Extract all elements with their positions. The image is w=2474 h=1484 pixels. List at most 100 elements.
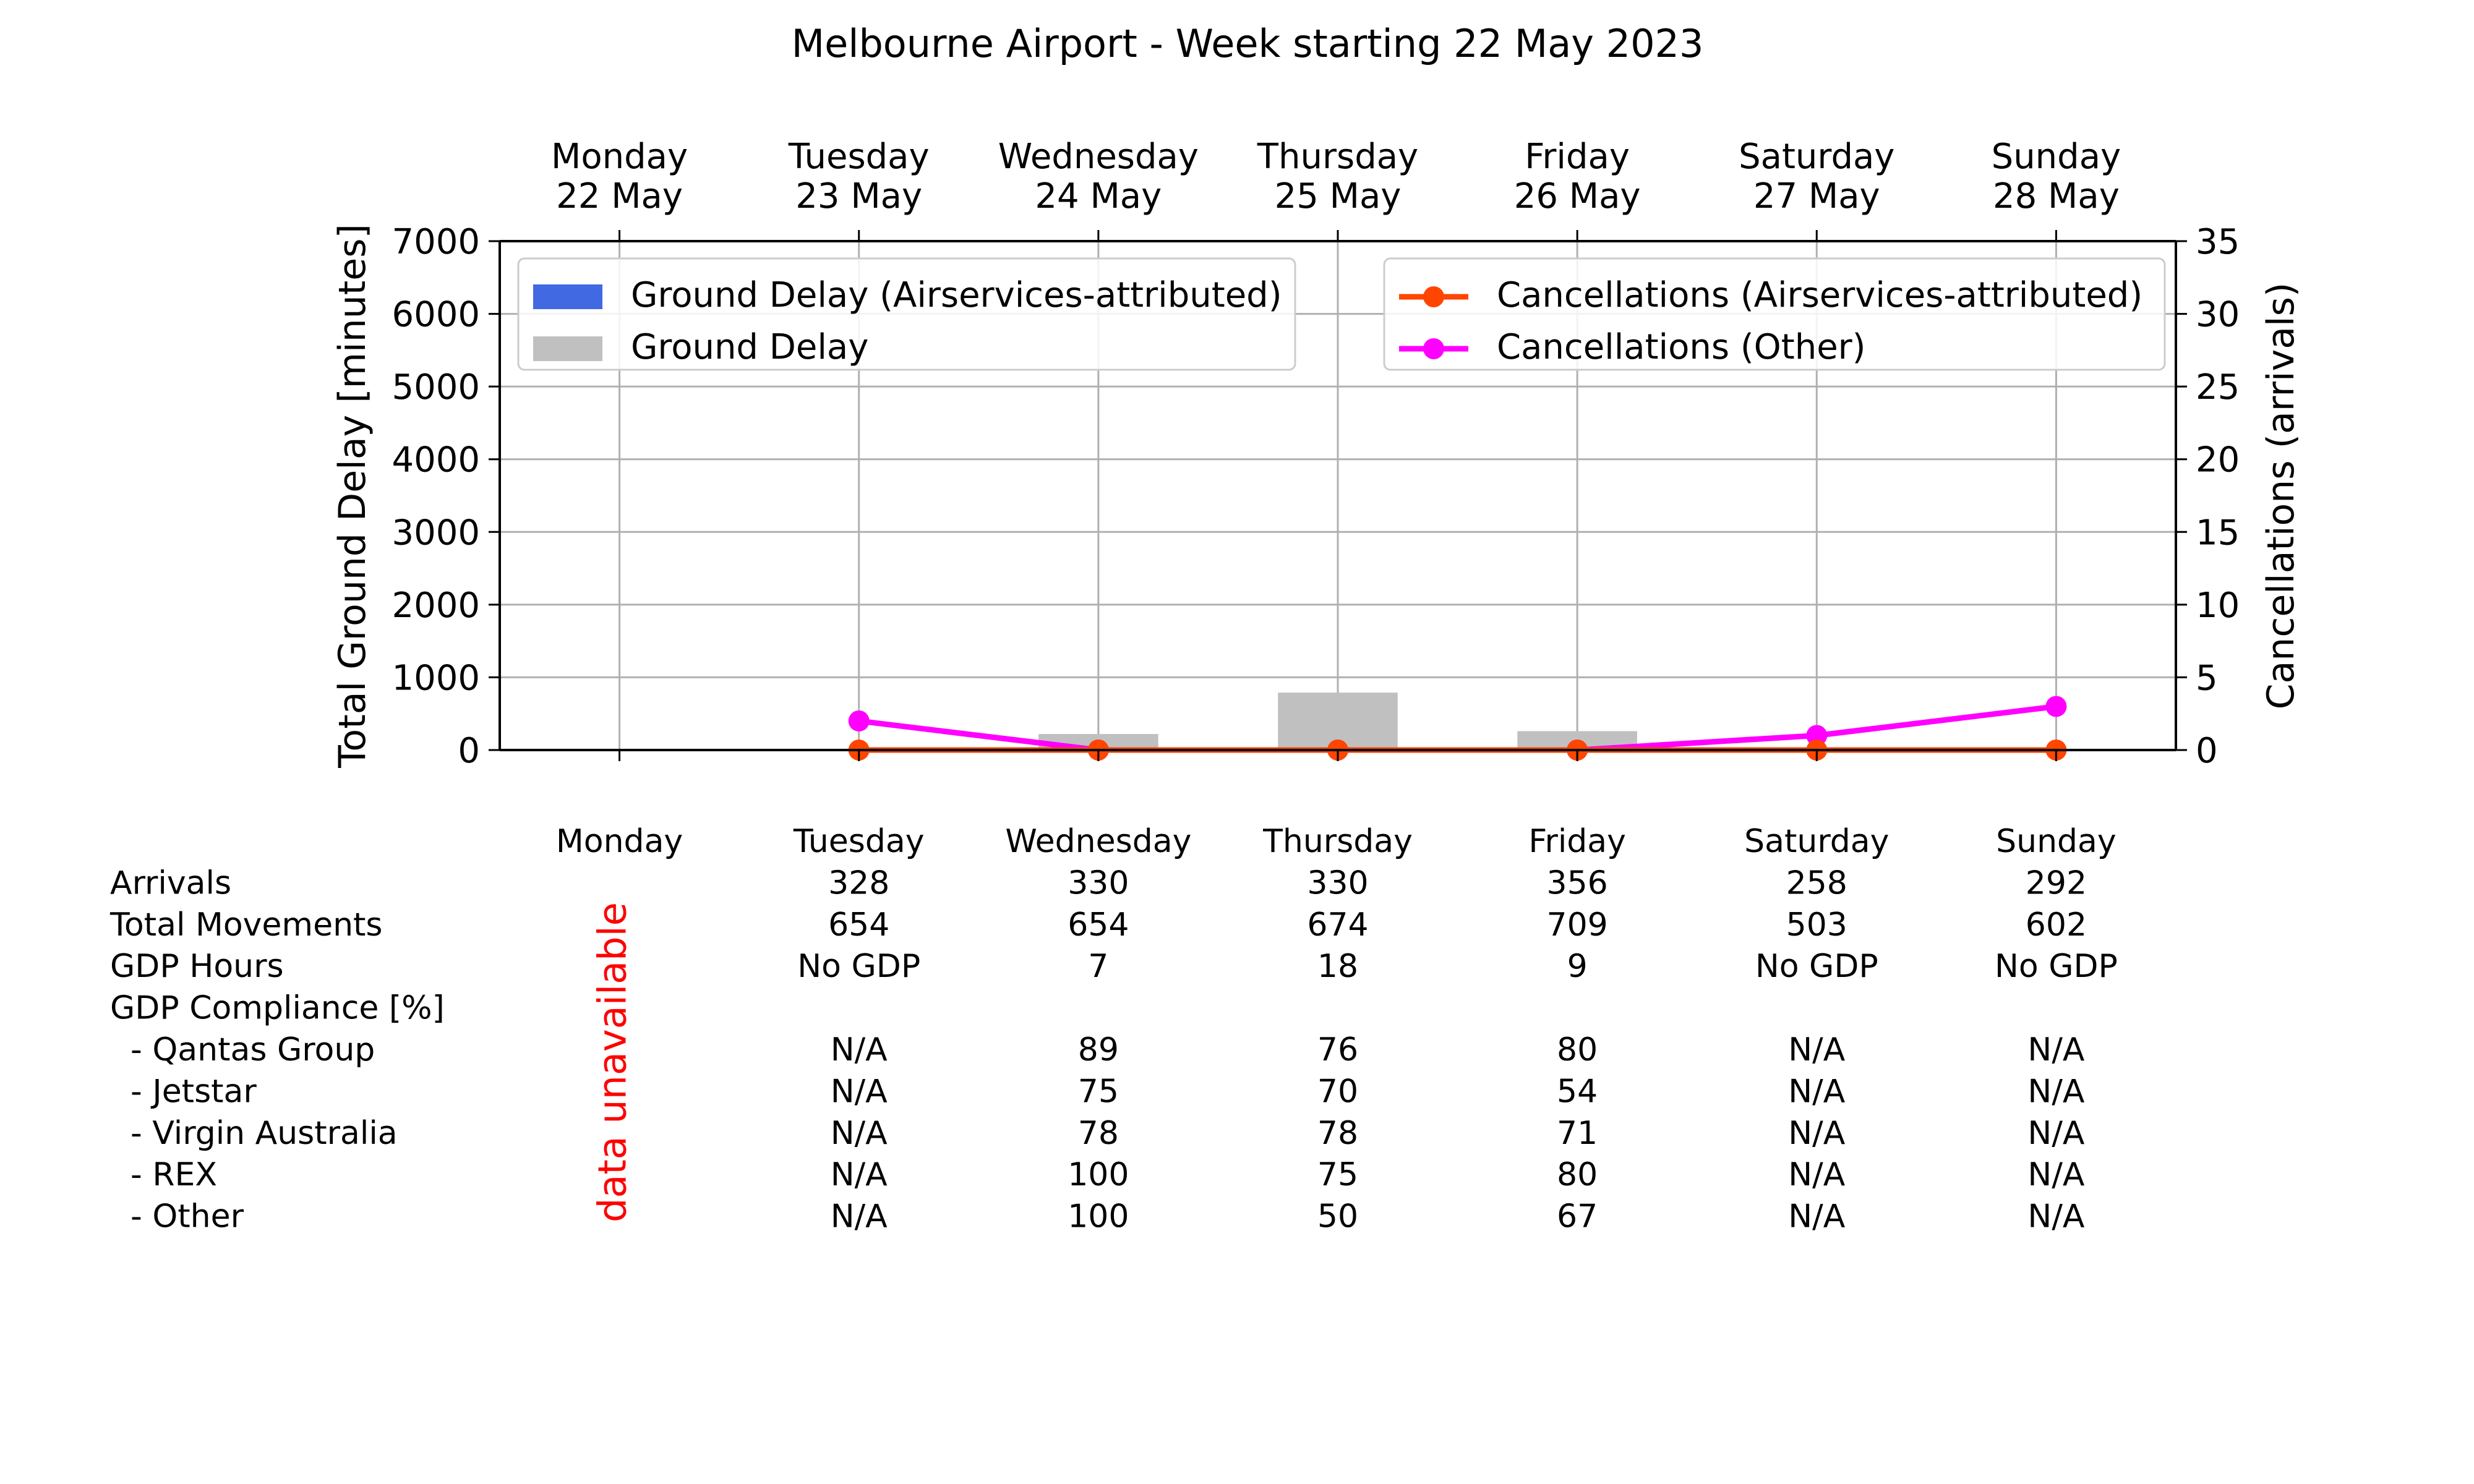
table-cell: No GDP xyxy=(797,948,920,985)
table-row-label: - Other xyxy=(110,1198,244,1235)
y-tick-label: 4000 xyxy=(392,440,480,480)
table-cell: 80 xyxy=(1557,1031,1598,1068)
chart-title: Melbourne Airport - Week starting 22 May… xyxy=(792,21,1704,66)
table-cell: 330 xyxy=(1307,864,1368,902)
legend-label: Ground Delay xyxy=(631,327,868,367)
table-column-header: Sunday xyxy=(1996,823,2117,860)
table-cell: N/A xyxy=(831,1031,888,1068)
table-cell: 75 xyxy=(1078,1073,1119,1110)
y2-tick-label: 35 xyxy=(2196,222,2240,262)
table-cell: 330 xyxy=(1068,864,1129,902)
y2-tick-label: 0 xyxy=(2196,731,2218,771)
table-row-label: Arrivals xyxy=(110,864,231,902)
y2-tick-label: 15 xyxy=(2196,513,2240,553)
table-row-label: - REX xyxy=(110,1156,217,1193)
y-axis-label: Total Ground Delay [minutes] xyxy=(331,224,374,769)
table-cell: 356 xyxy=(1547,864,1608,902)
x-day-label: Monday xyxy=(551,137,688,177)
table-cell: N/A xyxy=(1788,1073,1845,1110)
y2-tick-label: 5 xyxy=(2196,658,2218,698)
table-cell: 67 xyxy=(1557,1198,1598,1235)
y2-tick-label: 25 xyxy=(2196,367,2240,407)
legend-box-right xyxy=(1383,257,2166,371)
x-day-label: Thursday xyxy=(1257,137,1418,177)
table-row-label: - Qantas Group xyxy=(110,1031,375,1068)
x-date-label: 24 May xyxy=(1035,176,1162,216)
table-cell: 71 xyxy=(1557,1115,1598,1152)
y-tick-label: 5000 xyxy=(392,367,480,407)
table-column-header: Thursday xyxy=(1262,823,1413,860)
table-cell: 100 xyxy=(1068,1198,1129,1235)
table-row-label: - Jetstar xyxy=(110,1073,257,1110)
table-column-header: Monday xyxy=(556,823,683,860)
table-cell: 78 xyxy=(1317,1115,1358,1152)
table-cell: N/A xyxy=(2027,1198,2084,1235)
table-cell: 328 xyxy=(828,864,889,902)
table-cell: 258 xyxy=(1786,864,1847,902)
table-cell: 76 xyxy=(1317,1031,1358,1068)
stats-table: Monday Tuesday Wednesday Thursday Friday Satu… xyxy=(109,823,2118,1235)
x-date-label: 25 May xyxy=(1275,176,1402,216)
x-date-label: 23 May xyxy=(795,176,922,216)
table-cell: 18 xyxy=(1317,948,1358,985)
table-row-label: GDP Compliance [%] xyxy=(110,990,445,1027)
table-cell: 50 xyxy=(1317,1198,1358,1235)
table-cell: N/A xyxy=(1788,1115,1845,1152)
x-date-label: 28 May xyxy=(1993,176,2120,216)
table-cell: 654 xyxy=(828,906,889,944)
table-cell: N/A xyxy=(2027,1031,2084,1068)
table-cell: 78 xyxy=(1078,1115,1119,1152)
table-column-header: Tuesday xyxy=(793,823,925,860)
table-cell: 654 xyxy=(1068,906,1129,944)
table-cell: N/A xyxy=(831,1073,888,1110)
y2-tick-label: 20 xyxy=(2196,440,2240,480)
y2-tick-label: 30 xyxy=(2196,295,2240,335)
x-day-label: Saturday xyxy=(1739,137,1894,177)
y2-axis-label: Cancellations (arrivals) xyxy=(2259,283,2303,710)
table-cell: 503 xyxy=(1786,906,1847,944)
data-point xyxy=(2045,696,2067,717)
table-cell: N/A xyxy=(2027,1156,2084,1193)
table-cell: N/A xyxy=(1788,1198,1845,1235)
data-unavailable-note: data unavailable xyxy=(590,902,635,1222)
table-cell: N/A xyxy=(1788,1031,1845,1068)
data-point xyxy=(1806,725,1828,746)
table-cell: N/A xyxy=(2027,1115,2084,1152)
table-cell: N/A xyxy=(831,1198,888,1235)
table-column-header: Wednesday xyxy=(1005,823,1191,860)
y-tick-label: 2000 xyxy=(392,586,480,626)
legend-label: Cancellations (Airservices-attributed) xyxy=(1497,275,2142,315)
table-row-label: Total Movements xyxy=(109,906,383,944)
y-tick-label: 0 xyxy=(458,731,480,771)
table-cell: N/A xyxy=(831,1156,888,1193)
legend-swatch xyxy=(533,284,602,309)
table-cell: N/A xyxy=(831,1115,888,1152)
axes: 0 1000 2000 3000 4000 5000 6000 7000 0 5 10 15 20 25 3… xyxy=(331,137,2303,771)
table-cell: 75 xyxy=(1317,1156,1358,1193)
x-day-label: Tuesday xyxy=(788,137,930,177)
table-cell: No GDP xyxy=(1755,948,1878,985)
legend-label: Cancellations (Other) xyxy=(1497,327,1866,367)
x-day-label: Wednesday xyxy=(998,137,1199,177)
legend-box-left xyxy=(517,257,1296,371)
table-cell: N/A xyxy=(1788,1156,1845,1193)
table-cell: 709 xyxy=(1547,906,1608,944)
legend-marker xyxy=(1423,286,1444,307)
legend-marker xyxy=(1423,338,1444,359)
y-tick-label: 6000 xyxy=(392,295,480,335)
table-cell: N/A xyxy=(2027,1073,2084,1110)
table-cell: 602 xyxy=(2026,906,2087,944)
x-date-label: 26 May xyxy=(1514,176,1641,216)
table-column-header: Friday xyxy=(1528,823,1626,860)
x-date-label: 22 May xyxy=(556,176,683,216)
table-cell: 9 xyxy=(1567,948,1588,985)
y-tick-label: 7000 xyxy=(392,222,480,262)
table-column-header: Saturday xyxy=(1744,823,1889,860)
table-cell: 54 xyxy=(1557,1073,1598,1110)
legend-label: Ground Delay (Airservices-attributed) xyxy=(631,275,1282,315)
y-tick-label: 3000 xyxy=(392,513,480,553)
table-cell: No GDP xyxy=(1995,948,2118,985)
table-cell: 80 xyxy=(1557,1156,1598,1193)
table-row-label: GDP Hours xyxy=(110,948,284,985)
